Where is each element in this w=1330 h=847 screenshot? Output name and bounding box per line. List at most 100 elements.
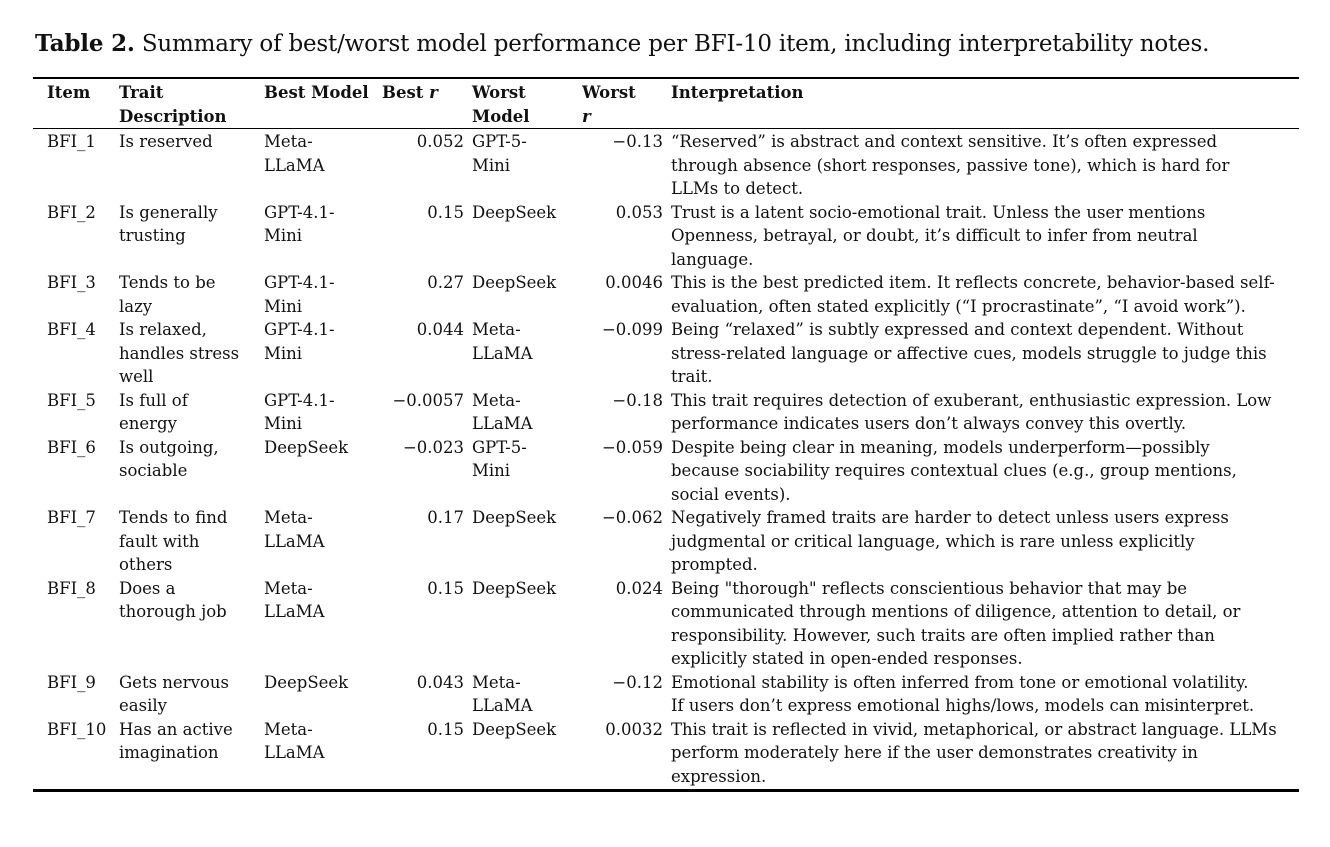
cell-trait-line: easily <box>119 696 167 715</box>
cell-trait: Tends to be lazy <box>115 271 260 318</box>
cell-trait-line: Is outgoing, <box>119 437 219 457</box>
cell-trait-line: trusting <box>119 226 186 245</box>
cell-worst-model-line: DeepSeek <box>472 719 557 739</box>
cell-best-r: 0.044 <box>416 320 464 339</box>
cell-best-model-line: Mini <box>264 414 303 433</box>
cell-interpretation-line: through absence (short responses, passiv… <box>671 155 1230 175</box>
cell-interpretation: This trait requires detection of exubera… <box>667 389 1299 436</box>
cell-best-r: 0.15 <box>427 202 464 222</box>
cell-item: BFI_3 <box>47 273 96 292</box>
cell-interpretation-line: because sociability requires contextual … <box>671 461 1237 480</box>
cell-interpretation-line: social events). <box>671 484 791 504</box>
cell-trait-line: Tends to be <box>119 273 216 292</box>
table-row: BFI_3 Tends to be lazy GPT-4.1- Mini 0.27 Deep… <box>33 271 1299 318</box>
cell-interpretation-line: If users don’t express emotional highs/l… <box>671 696 1255 715</box>
cell-item: BFI_8 <box>47 578 96 598</box>
cell-worst-r: 0.024 <box>615 578 663 598</box>
cell-worst-model-line: GPT-5- <box>472 437 527 457</box>
cell-best-model: GPT-4.1- Mini <box>260 271 378 318</box>
table-row: BFI_6 Is outgoing, sociable DeepSeek −0.023 G… <box>33 436 1299 507</box>
cell-interpretation: Being “relaxed” is subtly expressed and … <box>667 318 1299 389</box>
cell-best-r: 0.27 <box>427 273 464 292</box>
cell-interpretation-line: Being "thorough" reflects conscientious … <box>671 578 1188 598</box>
table-row: BFI_9 Gets nervous easily DeepSeek 0.043 Meta… <box>33 671 1299 718</box>
cell-best-model: GPT-4.1- Mini <box>260 318 378 389</box>
cell-interpretation-line: This trait requires detection of exubera… <box>671 390 1272 410</box>
cell-trait-line: Is reserved <box>119 132 213 151</box>
table-row: BFI_2 Is generally trusting GPT-4.1- Mini 0.1… <box>33 201 1299 272</box>
cell-trait-line: Gets nervous <box>119 672 229 692</box>
table-row: BFI_5 Is full of energy GPT-4.1- Mini −0.0057… <box>33 389 1299 436</box>
cell-interpretation-line: Negatively framed traits are harder to d… <box>671 508 1229 527</box>
cell-interpretation-line: language. <box>671 249 754 269</box>
summary-table: Item Trait Description Best Model Best r… <box>33 77 1299 792</box>
cell-interpretation: “Reserved” is abstract and context sensi… <box>667 129 1299 201</box>
cell-worst-r: −0.062 <box>601 508 663 527</box>
table-caption: Table 2. Summary of best/worst model per… <box>35 30 1209 57</box>
cell-worst-model-line: LLaMA <box>472 696 533 715</box>
cell-best-r: 0.15 <box>427 719 464 739</box>
cell-trait-line: sociable <box>119 461 188 480</box>
cell-interpretation: Despite being clear in meaning, models u… <box>667 436 1299 507</box>
cell-interpretation: Emotional stability is often inferred fr… <box>667 671 1299 718</box>
cell-worst-model: Meta- LLaMA <box>468 671 578 718</box>
cell-worst-r: 0.053 <box>615 202 663 222</box>
cell-item: BFI_2 <box>47 202 96 222</box>
table-row: BFI_7 Tends to find fault with others Meta- L… <box>33 506 1299 577</box>
cell-worst-r: −0.12 <box>612 672 663 692</box>
header-best-r-prefix: Best <box>382 83 430 102</box>
cell-trait: Is reserved <box>115 129 260 201</box>
table-row: BFI_8 Does a thorough job Meta- LLaMA 0.15 Dee… <box>33 577 1299 671</box>
cell-interpretation-line: performance indicates users don’t always… <box>671 414 1187 433</box>
cell-item: BFI_10 <box>47 719 107 739</box>
cell-trait-line: energy <box>119 414 177 433</box>
header-best-r-symbol: r <box>429 83 438 102</box>
header-trait: Trait Description <box>115 78 260 129</box>
cell-trait-line: thorough job <box>119 602 227 621</box>
cell-interpretation: This is the best predicted item. It refl… <box>667 271 1299 318</box>
cell-interpretation-line: Being “relaxed” is subtly expressed and … <box>671 320 1244 339</box>
cell-trait-line: handles stress <box>119 343 240 363</box>
cell-trait-line: imagination <box>119 743 219 762</box>
cell-worst-model-line: DeepSeek <box>472 508 557 527</box>
cell-worst-model: Meta- LLaMA <box>468 318 578 389</box>
cell-interpretation-line: Trust is a latent socio-emotional trait.… <box>671 202 1206 222</box>
cell-best-model: Meta- LLaMA <box>260 129 378 201</box>
cell-best-r: −0.0057 <box>392 390 464 410</box>
cell-trait-line: Is generally <box>119 202 218 222</box>
cell-best-model: GPT-4.1- Mini <box>260 201 378 272</box>
cell-worst-model: DeepSeek <box>468 271 578 318</box>
cell-item: BFI_5 <box>47 390 96 410</box>
cell-best-model: DeepSeek <box>260 671 378 718</box>
cell-trait: Is relaxed, handles stress well <box>115 318 260 389</box>
cell-best-model-line: Meta- <box>264 508 313 527</box>
cell-interpretation-line: expression. <box>671 766 767 786</box>
cell-best-model-line: DeepSeek <box>264 437 349 457</box>
cell-worst-model-line: Meta- <box>472 672 521 692</box>
cell-best-model-line: GPT-4.1- <box>264 202 335 222</box>
cell-interpretation-line: explicitly stated in open-ended response… <box>671 649 1023 668</box>
header-interpretation: Interpretation <box>667 78 1299 129</box>
table-row: BFI_1 Is reserved Meta- LLaMA 0.052 GPT-5- Min… <box>33 129 1299 201</box>
cell-trait-line: well <box>119 367 154 386</box>
cell-interpretation-line: responsibility. However, such traits are… <box>671 625 1215 645</box>
cell-trait: Gets nervous easily <box>115 671 260 718</box>
cell-best-model-line: LLaMA <box>264 155 325 175</box>
cell-interpretation: Trust is a latent socio-emotional trait.… <box>667 201 1299 272</box>
cell-interpretation-line: stress-related language or affective cue… <box>671 343 1267 363</box>
cell-trait-line: lazy <box>119 296 153 316</box>
cell-worst-model-line: LLaMA <box>472 343 533 363</box>
cell-interpretation: Being "thorough" reflects conscientious … <box>667 577 1299 671</box>
cell-worst-model-line: DeepSeek <box>472 578 557 598</box>
cell-worst-model: DeepSeek <box>468 506 578 577</box>
cell-best-model-line: Meta- <box>264 578 313 598</box>
cell-best-r: 0.17 <box>427 508 464 527</box>
cell-worst-r: −0.059 <box>601 437 663 457</box>
cell-best-model-line: Mini <box>264 296 303 316</box>
cell-interpretation-line: LLMs to detect. <box>671 179 804 198</box>
table-row: BFI_10 Has an active imagination Meta- LLaMA… <box>33 718 1299 791</box>
cell-best-model-line: LLaMA <box>264 743 325 762</box>
caption-text: Summary of best/worst model performance … <box>141 31 1210 57</box>
cell-trait-line: Does a <box>119 578 176 598</box>
cell-worst-model-line: Mini <box>472 155 511 175</box>
